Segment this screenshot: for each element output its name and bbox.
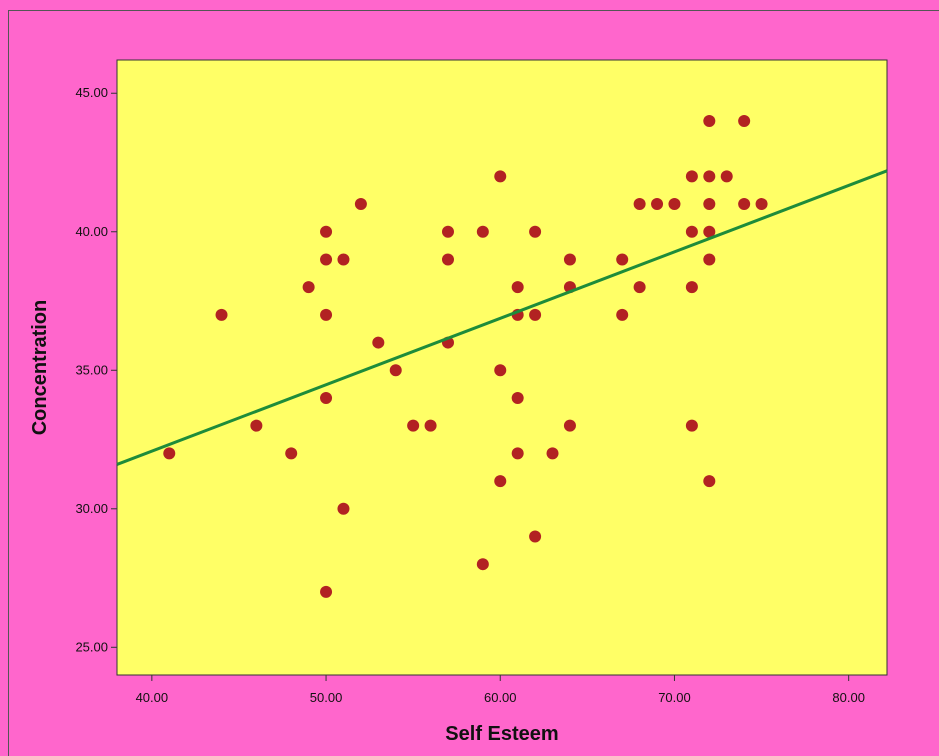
data-point: [529, 530, 542, 543]
data-point: [320, 391, 333, 404]
fit-line: [116, 169, 888, 466]
data-point: [651, 198, 664, 211]
x-tick-label: 60.00: [484, 690, 517, 705]
x-tick-label: 50.00: [310, 690, 343, 705]
y-tick-label: 25.00: [75, 639, 108, 654]
data-point: [703, 253, 716, 266]
data-point: [320, 585, 333, 598]
y-tick-label: 45.00: [75, 85, 108, 100]
data-points: [163, 114, 768, 598]
data-point: [529, 225, 542, 238]
data-point: [407, 419, 420, 432]
data-point: [476, 558, 489, 571]
data-point: [685, 281, 698, 294]
y-axis: 25.00 30.00 35.00 40.00 45.00: [75, 85, 117, 654]
x-axis-title: Self Esteem: [445, 723, 558, 745]
data-point: [441, 225, 454, 238]
data-point: [633, 281, 646, 294]
data-point: [703, 225, 716, 238]
data-point: [563, 253, 576, 266]
data-point: [616, 308, 629, 321]
data-point: [302, 281, 315, 294]
data-point: [738, 114, 751, 127]
data-point: [494, 475, 507, 488]
data-point: [320, 225, 333, 238]
data-point: [685, 419, 698, 432]
x-axis: 40.00 50.00 60.00 70.00 80.00: [136, 675, 865, 705]
x-tick-label: 80.00: [832, 690, 865, 705]
data-point: [633, 198, 646, 211]
y-tick-label: 30.00: [75, 501, 108, 516]
data-point: [320, 308, 333, 321]
data-point: [337, 502, 350, 515]
data-point: [720, 170, 733, 183]
data-point: [703, 114, 716, 127]
data-point: [703, 198, 716, 211]
data-point: [372, 336, 385, 349]
data-point: [424, 419, 437, 432]
data-point: [494, 170, 507, 183]
data-point: [354, 198, 367, 211]
data-point: [685, 225, 698, 238]
y-tick-label: 35.00: [75, 362, 108, 377]
x-tick-label: 70.00: [658, 690, 691, 705]
data-point: [563, 419, 576, 432]
y-tick-label: 40.00: [75, 224, 108, 239]
data-point: [337, 253, 350, 266]
data-point: [511, 447, 524, 460]
chart-frame: [8, 10, 939, 756]
data-point: [320, 253, 333, 266]
data-point: [511, 281, 524, 294]
data-point: [616, 253, 629, 266]
data-point: [511, 391, 524, 404]
data-point: [703, 170, 716, 183]
data-point: [250, 419, 263, 432]
data-point: [529, 308, 542, 321]
data-point: [163, 447, 176, 460]
data-point: [668, 198, 681, 211]
data-point: [215, 308, 228, 321]
data-point: [755, 198, 768, 211]
data-point: [685, 170, 698, 183]
data-point: [738, 198, 751, 211]
x-tick-label: 40.00: [136, 690, 169, 705]
data-point: [441, 253, 454, 266]
y-axis-title: Concentration: [29, 300, 51, 436]
data-point: [285, 447, 298, 460]
data-point: [494, 364, 507, 377]
data-point: [546, 447, 559, 460]
data-point: [476, 225, 489, 238]
data-point: [389, 364, 402, 377]
data-point: [703, 475, 716, 488]
